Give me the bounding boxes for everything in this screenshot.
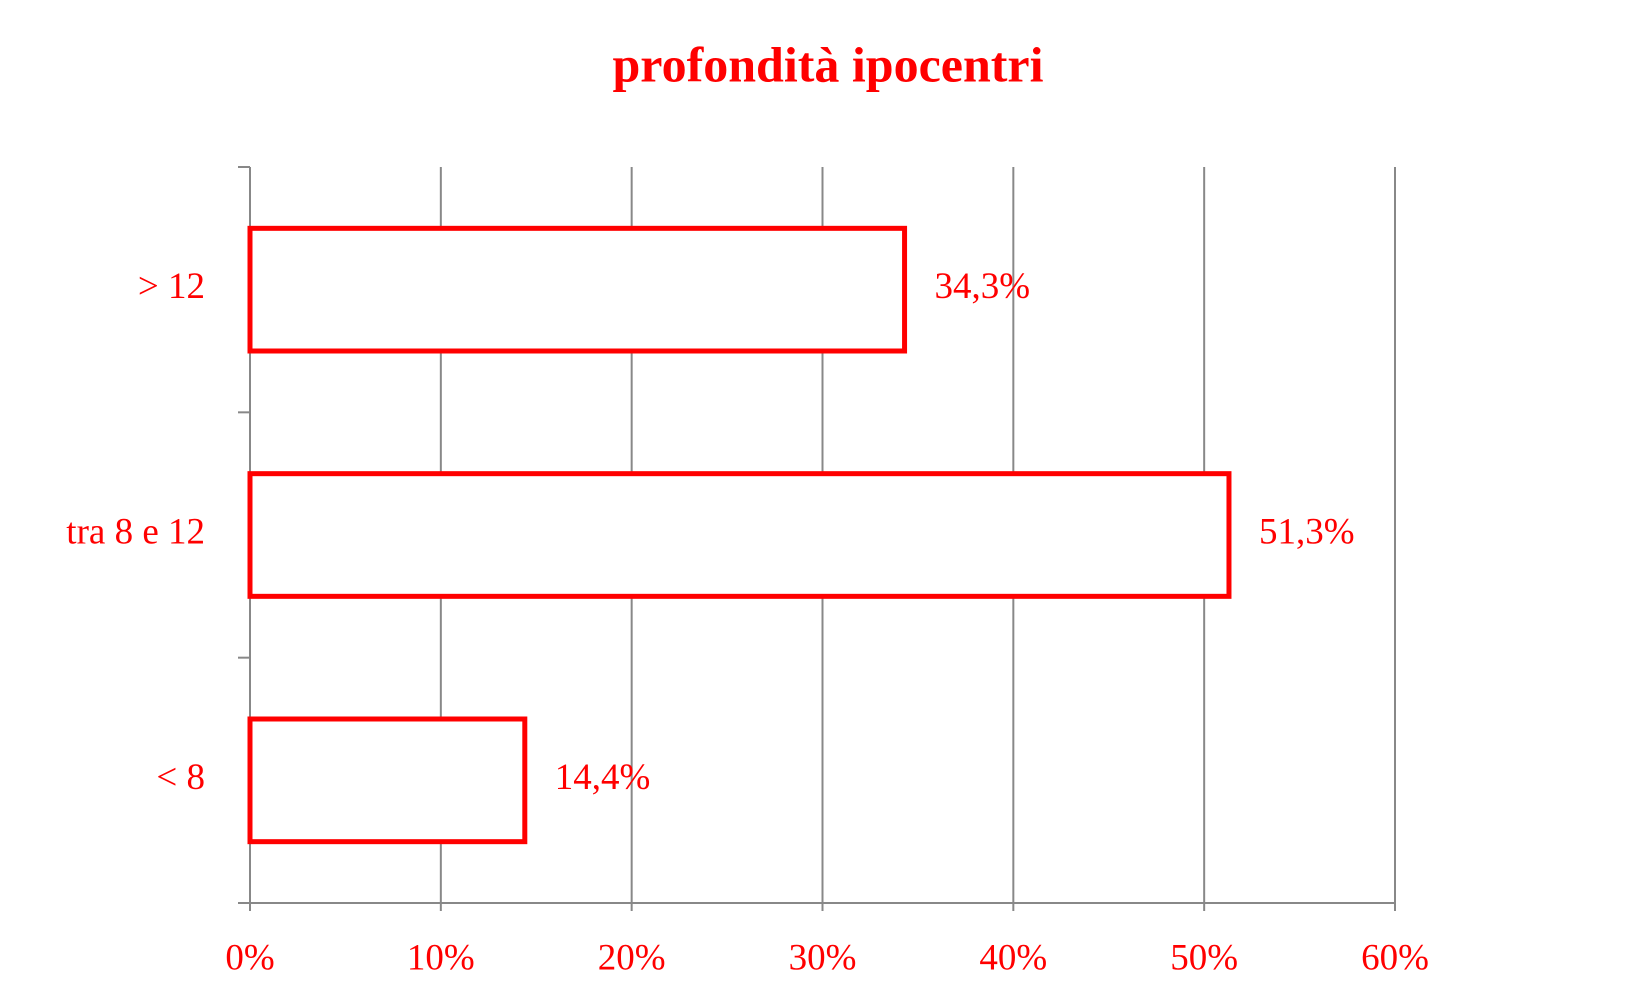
bar bbox=[247, 471, 1232, 599]
chart-title: profondità ipocentri bbox=[612, 36, 1043, 92]
data-label: 51,3% bbox=[1259, 511, 1355, 552]
bar bbox=[247, 716, 528, 845]
x-tick-label: 30% bbox=[789, 937, 857, 978]
x-tick-label: 40% bbox=[979, 937, 1047, 978]
data-label: 14,4% bbox=[555, 757, 651, 798]
y-tick-label: > 12 bbox=[138, 266, 205, 307]
y-tick-label: tra 8 e 12 bbox=[66, 511, 205, 552]
data-label: 34,3% bbox=[935, 266, 1031, 307]
y-tick-label: < 8 bbox=[156, 757, 205, 798]
bar bbox=[247, 225, 908, 354]
x-tick-label: 10% bbox=[407, 937, 475, 978]
x-tick-label: 50% bbox=[1170, 937, 1238, 978]
x-tick-label: 20% bbox=[598, 937, 666, 978]
x-tick-label: 0% bbox=[225, 937, 274, 978]
x-tick-label: 60% bbox=[1361, 937, 1429, 978]
